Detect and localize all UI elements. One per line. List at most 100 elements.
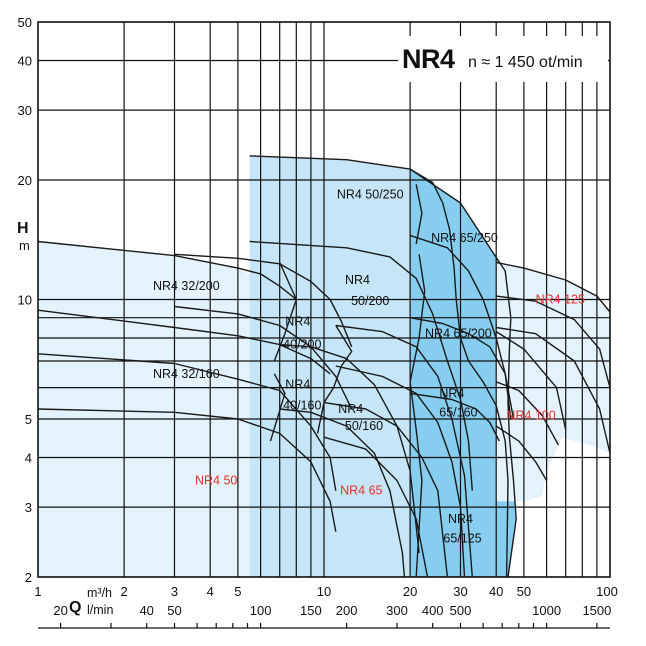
y-tick-label: 4: [25, 451, 32, 466]
x-tick-label: 1: [34, 584, 41, 599]
y-tick-label: 40: [18, 54, 32, 69]
curve-nr4-32-200-min: [37, 309, 331, 375]
y-tick-label: 30: [18, 103, 32, 118]
y-tick-label: 10: [18, 293, 32, 308]
curve-label: NR4 50: [195, 474, 237, 488]
curve-nr4-40-160-min: [279, 408, 406, 578]
x-tick-label-lmin: 40: [139, 603, 153, 618]
curve-nr4-65-200: [409, 317, 515, 420]
curve-nr4-50-200-max: [335, 324, 473, 578]
x-axis-unit-secondary: l/min: [87, 603, 113, 617]
curve-nr4-40-200-min: [174, 305, 353, 410]
x-tick-labels-lmin: 20 40 50 100 150 200 300 400 500 1000 1500: [38, 603, 611, 629]
x-tick-label-lmin: 1000: [532, 603, 561, 618]
x-tick-label-lmin: 400: [422, 603, 444, 618]
x-tick-label: 4: [207, 584, 214, 599]
curves-layer: [37, 155, 611, 578]
grid-layer: [37, 21, 611, 578]
curve-label: NR4: [285, 315, 310, 329]
curve-label: NR4 125: [536, 293, 585, 307]
curve-nr4-125-mid: [496, 295, 611, 388]
boundary-nr4-40-160-50-160: [316, 387, 335, 434]
curve-nr4-50-250-min: [249, 240, 473, 491]
curve-label: NR4 32/200: [153, 279, 220, 293]
x-tick-label-lmin: 150: [300, 603, 322, 618]
title-box: [398, 36, 608, 82]
curve-nr4-100-min: [495, 425, 548, 481]
curve-label: NR4 32/160: [153, 367, 220, 381]
x-axis-unit-primary: m³/h: [87, 586, 112, 600]
boundary-nr4-40-200-50-200: [332, 325, 353, 388]
curve-label: NR4: [448, 512, 473, 526]
curve-nr4-32-200-max: [37, 240, 297, 301]
x-tick-label-lmin: 200: [336, 603, 358, 618]
curve-label: NR4 65/250: [431, 231, 498, 245]
curve-nr4-50-200-min: [335, 365, 466, 578]
boundary-nr4-50-200-65-200: [418, 254, 426, 339]
curve-nr4-32-160-max: [37, 353, 337, 491]
x-tick-label: 10: [317, 584, 331, 599]
boundary-nr4-50-250-65-250: [415, 184, 423, 245]
curve-label: NR4: [345, 273, 370, 287]
curve-label: 65/125: [443, 532, 481, 546]
y-axis-label: H: [17, 220, 29, 237]
x-axis-label: Q: [69, 599, 81, 616]
boundary-nr4-50-160-65-160: [409, 337, 423, 578]
x-tick-label-lmin: 1500: [582, 603, 611, 618]
y-tick-labels: 2 3 4 5 10 20 30 40 50: [18, 15, 32, 585]
x-tick-label-lmin: 500: [450, 603, 472, 618]
curve-label: NR4 65/200: [425, 327, 492, 341]
curve-nr4-65-160: [409, 392, 500, 442]
curve-label: NR4 65: [340, 484, 382, 498]
x-tick-label-lmin: 20: [53, 603, 67, 618]
y-axis-unit: m: [19, 238, 30, 253]
zone-nr4-100: [496, 331, 566, 502]
x-tick-label-lmin: 100: [250, 603, 272, 618]
zones-layer: [38, 155, 610, 577]
curve-label: NR4 50/250: [337, 187, 404, 201]
y-tick-label: 50: [18, 15, 32, 30]
x-tick-labels-m3h: 1 2 3 4 5 10 20 30 40 50 100: [34, 584, 617, 599]
curve-label: 50/200: [351, 294, 389, 308]
curve-nr4-65-250-max: [409, 168, 517, 578]
boundary-nr4-32-160-40-160: [269, 373, 286, 442]
curve-nr4-40-160-max: [279, 343, 420, 553]
curve-label: NR4: [338, 402, 363, 416]
curve-label: NR4: [439, 386, 464, 400]
curve-nr4-100-max: [495, 331, 567, 430]
curve-label: NR4 100: [506, 409, 555, 423]
curve-label: 40/200: [283, 338, 321, 352]
curve-nr4-32-160-min: [37, 408, 337, 532]
curve-nr4-125-max: [496, 261, 611, 313]
x-tick-label: 40: [489, 584, 503, 599]
curve-nr4-50-160-max: [323, 401, 449, 578]
curve-label: 65/160: [439, 405, 477, 419]
curve-labels: NR4 32/200 NR4 32/160 NR4 40/200 NR4 40/160 NR…: [153, 187, 585, 545]
y-tick-label: 5: [25, 412, 32, 427]
zone-nr4-65-250: [410, 169, 517, 577]
x-tick-label: 2: [120, 584, 127, 599]
x-tick-label-lmin: 50: [167, 603, 181, 618]
curve-nr4-100-mid: [495, 381, 560, 446]
x-tick-label: 3: [171, 584, 178, 599]
plot-frame: [37, 21, 611, 578]
y-tick-label: 20: [18, 173, 32, 188]
boundary-nr4-32-200-40-200: [273, 262, 297, 362]
curve-label: NR4: [285, 378, 310, 392]
x-tick-label-lmin: 300: [386, 603, 408, 618]
x-tick-label: 20: [403, 584, 417, 599]
x-tick-label: 100: [596, 584, 618, 599]
y-tick-label: 3: [25, 500, 32, 515]
curve-label: 40/160: [283, 399, 321, 413]
x-tick-label: 30: [453, 584, 467, 599]
curve-label: 50/160: [345, 419, 383, 433]
curve-nr4-40-200-max: [174, 253, 353, 348]
x-tick-label: 50: [517, 584, 531, 599]
curve-nr4-125-min: [496, 326, 611, 454]
chart-title: NR4: [402, 44, 455, 74]
y-tick-label: 2: [25, 570, 32, 585]
chart-subtitle: n ≈ 1 450 ot/min: [468, 54, 583, 71]
curve-nr4-50-160-min: [323, 436, 429, 578]
x-tick-label: 5: [234, 584, 241, 599]
